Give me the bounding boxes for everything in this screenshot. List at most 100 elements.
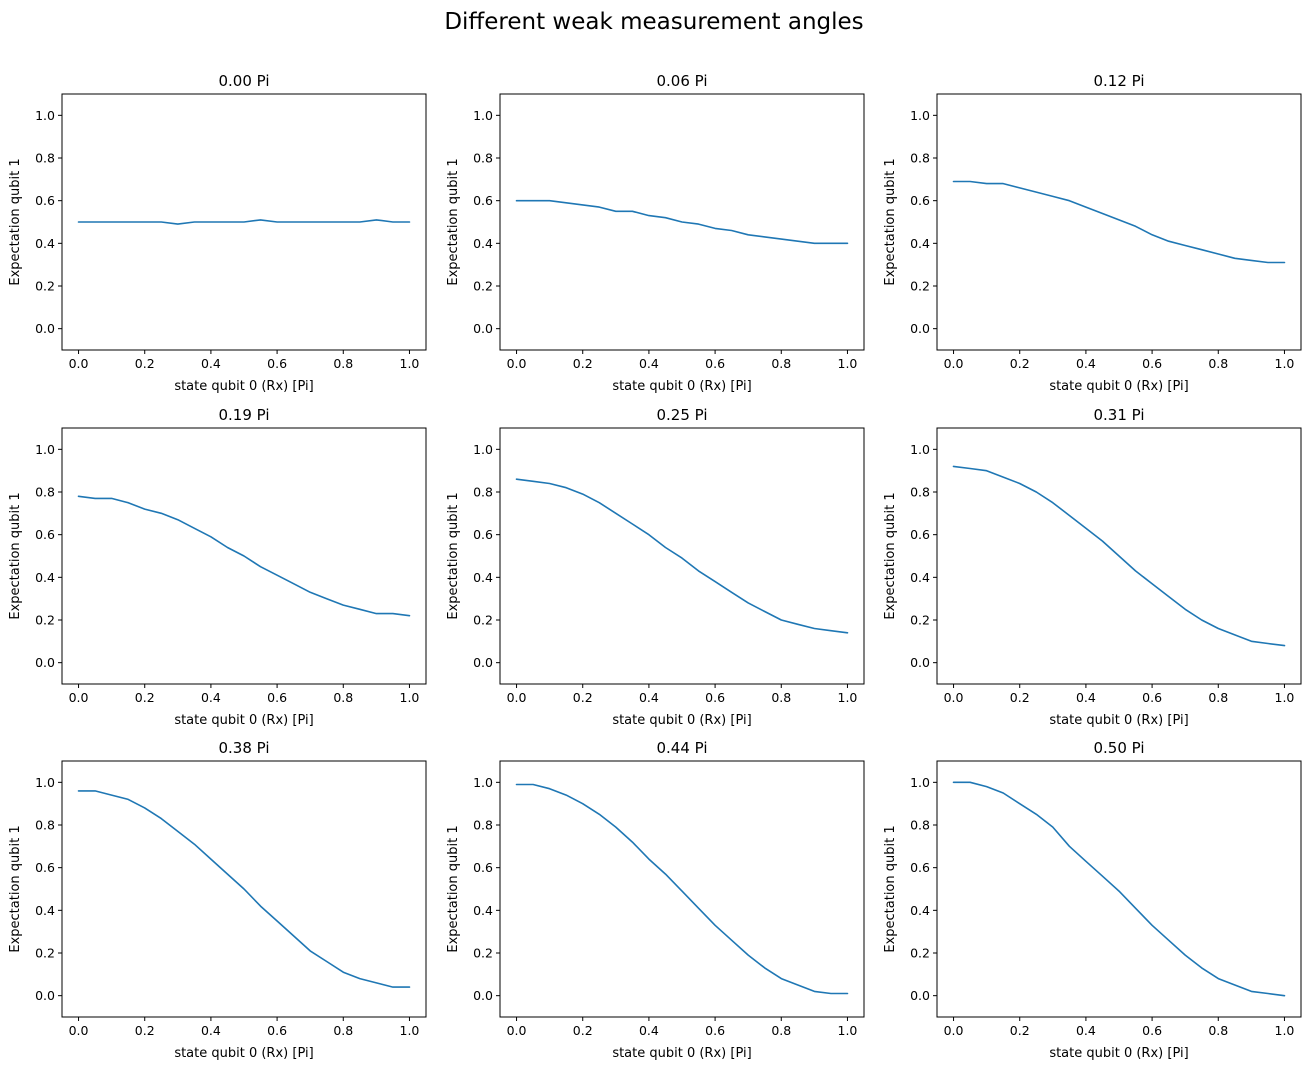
x-axis-label: state qubit 0 (Rx) [Pi] [612, 1046, 751, 1061]
y-axis-label: Expectation qubit 1 [446, 825, 461, 952]
y-tick-label: 0.8 [910, 151, 930, 166]
x-tick-label: 0.4 [1076, 1023, 1096, 1038]
x-tick-label: 0.2 [135, 690, 155, 705]
y-tick-label: 0.6 [35, 860, 55, 875]
x-axis-label: state qubit 0 (Rx) [Pi] [174, 1046, 313, 1061]
x-tick-label: 0.6 [705, 690, 725, 705]
x-tick-label: 1.0 [400, 1023, 420, 1038]
subplot-9: 0.50 Pi 0.0 0.2 0.4 0.6 0.8 1.0 0.0 0.2 0.4 0.6 0.8… [883, 739, 1302, 1061]
x-tick-label: 0.4 [1076, 356, 1096, 371]
x-tick-label: 1.0 [1275, 690, 1295, 705]
x-tick-label: 0.8 [333, 1023, 353, 1038]
y-tick-label: 0.2 [473, 946, 493, 961]
y-tick-label: 0.4 [473, 236, 493, 251]
figure-title: Different weak measurement angles [444, 9, 863, 35]
x-tick-label: 0.6 [1142, 690, 1162, 705]
y-tick-label: 0.0 [473, 988, 493, 1003]
axes-frame [936, 427, 1302, 685]
series-line [952, 781, 1286, 997]
y-axis-label: Expectation qubit 1 [8, 825, 23, 952]
x-tick-label: 0.6 [267, 690, 287, 705]
y-tick-label: 0.2 [910, 279, 930, 294]
subplot-8: 0.44 Pi 0.0 0.2 0.4 0.6 0.8 1.0 0.0 0.2 0.4 0.6 0.8… [446, 739, 865, 1061]
y-tick-label: 0.0 [910, 655, 930, 670]
x-tick-label: 0.8 [1208, 356, 1228, 371]
subplot-title: 0.19 Pi [218, 406, 269, 424]
y-tick-label: 0.4 [910, 903, 930, 918]
x-tick-label: 0.6 [267, 1023, 287, 1038]
x-tick-label: 1.0 [400, 356, 420, 371]
x-tick-label: 0.2 [135, 1023, 155, 1038]
subplot-title: 0.25 Pi [656, 406, 707, 424]
y-tick-label: 0.2 [473, 279, 493, 294]
y-tick-label: 0.0 [473, 655, 493, 670]
axes-frame [499, 93, 865, 351]
y-tick-label: 1.0 [473, 442, 493, 457]
y-tick-label: 0.2 [35, 279, 55, 294]
axes-frame [61, 760, 427, 1018]
x-tick-label: 0.8 [1208, 690, 1228, 705]
y-tick-label: 1.0 [35, 442, 55, 457]
x-axis-label: state qubit 0 (Rx) [Pi] [1049, 713, 1188, 728]
y-tick-label: 1.0 [473, 775, 493, 790]
x-tick-label: 0.2 [573, 1023, 593, 1038]
x-axis-label: state qubit 0 (Rx) [Pi] [612, 713, 751, 728]
x-tick-label: 0.2 [1010, 690, 1030, 705]
y-tick-label: 0.8 [473, 818, 493, 833]
y-tick-label: 1.0 [35, 108, 55, 123]
x-tick-label: 0.0 [507, 356, 527, 371]
x-tick-label: 0.0 [944, 1023, 964, 1038]
y-tick-label: 0.8 [35, 818, 55, 833]
axes-frame [499, 760, 865, 1018]
x-tick-label: 0.8 [771, 690, 791, 705]
y-tick-label: 0.6 [910, 860, 930, 875]
x-tick-label: 0.2 [135, 356, 155, 371]
subplot-grid: 0.00 Pi 0.0 0.2 0.4 0.6 0.8 1.0 0.0 0.2 0.4 0.6 0.8… [8, 72, 1302, 1061]
y-tick-label: 0.0 [910, 321, 930, 336]
y-tick-label: 0.2 [910, 613, 930, 628]
x-tick-label: 0.8 [1208, 1023, 1228, 1038]
x-tick-label: 0.2 [1010, 356, 1030, 371]
y-tick-label: 0.8 [473, 485, 493, 500]
y-axis-label: Expectation qubit 1 [8, 492, 23, 619]
x-axis-label: state qubit 0 (Rx) [Pi] [1049, 379, 1188, 394]
y-tick-label: 0.6 [910, 193, 930, 208]
subplot-title: 0.00 Pi [218, 72, 269, 90]
y-tick-label: 1.0 [910, 108, 930, 123]
axes-frame [936, 760, 1302, 1018]
axes-frame [61, 93, 427, 351]
x-tick-label: 0.8 [771, 1023, 791, 1038]
x-axis-label: state qubit 0 (Rx) [Pi] [1049, 1046, 1188, 1061]
x-tick-label: 0.2 [1010, 1023, 1030, 1038]
subplot-2: 0.06 Pi 0.0 0.2 0.4 0.6 0.8 1.0 0.0 0.2 0.4 0.6 0.8… [446, 72, 865, 394]
y-axis-label: Expectation qubit 1 [883, 158, 898, 285]
x-tick-label: 0.0 [69, 1023, 89, 1038]
y-axis-label: Expectation qubit 1 [446, 158, 461, 285]
y-tick-label: 0.4 [473, 570, 493, 585]
x-axis-label: state qubit 0 (Rx) [Pi] [174, 379, 313, 394]
y-tick-label: 0.2 [910, 946, 930, 961]
y-axis-label: Expectation qubit 1 [446, 492, 461, 619]
subplot-title: 0.31 Pi [1093, 406, 1144, 424]
x-tick-label: 0.6 [267, 356, 287, 371]
y-tick-label: 0.4 [35, 570, 55, 585]
axes-frame [936, 93, 1302, 351]
y-tick-label: 0.2 [35, 946, 55, 961]
x-tick-label: 0.0 [507, 1023, 527, 1038]
series-line [952, 180, 1286, 264]
subplot-4: 0.19 Pi 0.0 0.2 0.4 0.6 0.8 1.0 0.0 0.2 0.4 0.6 0.8… [8, 406, 427, 728]
x-tick-label: 0.8 [333, 690, 353, 705]
subplot-title: 0.06 Pi [656, 72, 707, 90]
x-tick-label: 1.0 [1275, 356, 1295, 371]
y-axis-label: Expectation qubit 1 [883, 825, 898, 952]
subplot-title: 0.38 Pi [218, 739, 269, 757]
y-tick-label: 0.0 [35, 655, 55, 670]
x-tick-label: 0.4 [639, 1023, 659, 1038]
y-axis-label: Expectation qubit 1 [8, 158, 23, 285]
x-axis-label: state qubit 0 (Rx) [Pi] [174, 713, 313, 728]
y-tick-label: 1.0 [910, 442, 930, 457]
x-tick-label: 0.4 [201, 690, 221, 705]
y-tick-label: 0.4 [910, 236, 930, 251]
y-tick-label: 0.4 [35, 236, 55, 251]
y-tick-label: 0.8 [35, 485, 55, 500]
